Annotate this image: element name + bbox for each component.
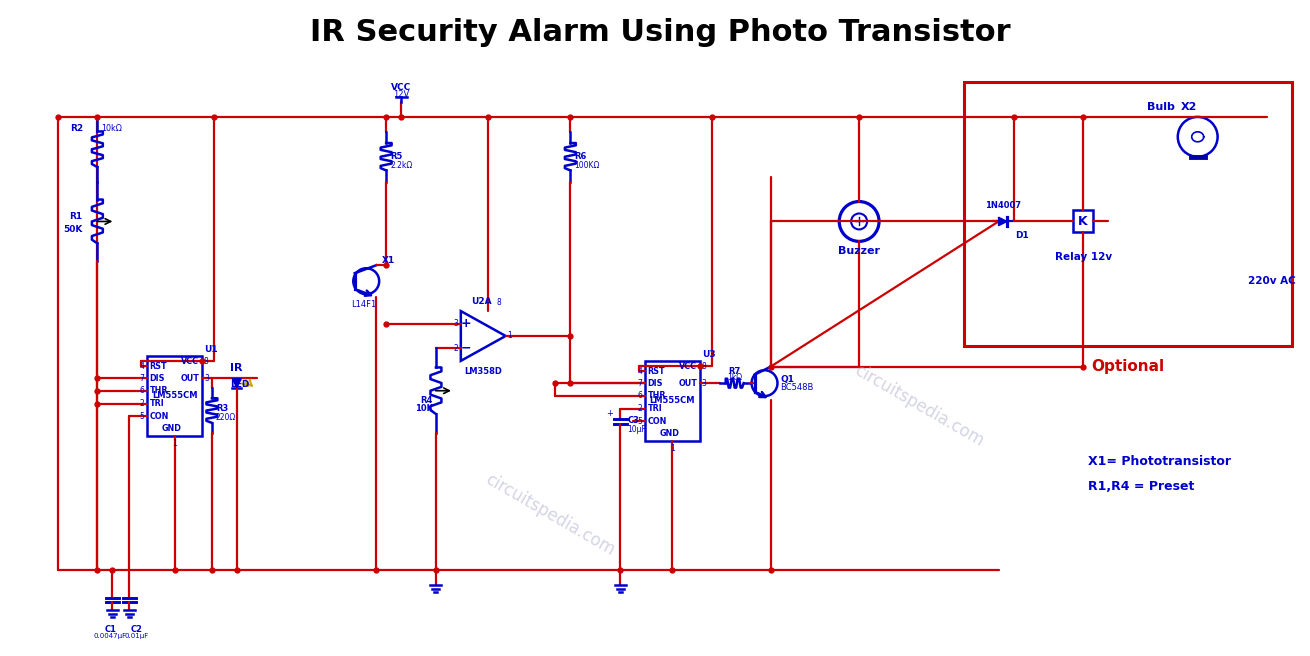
Text: circuitspedia.com: circuitspedia.com	[482, 471, 618, 560]
Text: 5: 5	[140, 412, 144, 421]
Text: 6: 6	[140, 386, 144, 396]
Text: THR: THR	[647, 392, 665, 400]
Text: THR: THR	[149, 386, 168, 396]
Text: RST: RST	[647, 367, 665, 376]
Text: RST: RST	[149, 361, 168, 371]
Text: U2A: U2A	[470, 297, 491, 306]
Text: TRI: TRI	[647, 404, 663, 413]
Text: +: +	[605, 409, 613, 418]
Text: R7: R7	[728, 367, 740, 376]
Text: VCC: VCC	[680, 362, 697, 371]
Text: +: +	[461, 317, 472, 330]
Text: 3: 3	[453, 319, 457, 328]
Text: 7: 7	[638, 379, 642, 388]
Text: circuitspedia.com: circuitspedia.com	[852, 361, 986, 450]
Text: 3: 3	[204, 374, 208, 382]
Text: 100KΩ: 100KΩ	[574, 161, 600, 170]
Text: 8: 8	[496, 298, 502, 307]
Text: −: −	[461, 342, 472, 355]
Text: VCC: VCC	[390, 83, 411, 92]
Text: CON: CON	[149, 412, 169, 421]
Text: 12V: 12V	[393, 90, 409, 99]
Text: 2.2kΩ: 2.2kΩ	[390, 161, 413, 170]
Text: GND: GND	[659, 428, 680, 438]
Text: C2: C2	[130, 625, 143, 634]
Text: 2: 2	[638, 404, 642, 413]
Text: 8: 8	[204, 357, 208, 366]
Text: U1: U1	[204, 345, 217, 354]
Text: L14F1: L14F1	[351, 300, 376, 309]
Text: 1kΩ: 1kΩ	[727, 373, 743, 382]
Text: 5: 5	[638, 417, 642, 426]
Text: 50K: 50K	[63, 225, 83, 234]
Text: LM555CM: LM555CM	[650, 396, 696, 405]
Text: R4: R4	[421, 396, 432, 405]
Text: R1: R1	[69, 212, 83, 221]
Text: K: K	[1078, 215, 1089, 228]
Text: DIS: DIS	[149, 374, 165, 382]
Text: BC548B: BC548B	[781, 382, 814, 392]
Text: X1: X1	[383, 256, 396, 265]
Text: 1: 1	[172, 438, 177, 447]
Bar	[964, 82, 1292, 346]
Text: LED: LED	[229, 380, 249, 389]
Text: 10kΩ: 10kΩ	[101, 125, 122, 133]
Text: Relay 12v: Relay 12v	[1055, 253, 1112, 262]
Text: LM555CM: LM555CM	[152, 391, 198, 400]
Text: R6: R6	[574, 152, 587, 161]
Text: OUT: OUT	[679, 379, 697, 388]
Text: VCC: VCC	[182, 357, 199, 366]
Text: 0.0047μF: 0.0047μF	[94, 632, 127, 639]
Text: 3: 3	[702, 379, 706, 388]
Text: TRI: TRI	[149, 400, 164, 408]
Text: 7: 7	[140, 374, 144, 382]
Text: 2: 2	[453, 344, 457, 353]
Text: Optional: Optional	[1091, 359, 1165, 374]
Text: 1: 1	[669, 443, 675, 453]
Text: 4: 4	[638, 367, 642, 376]
Text: C3: C3	[627, 416, 639, 425]
Text: X2: X2	[1180, 102, 1197, 112]
Text: Buzzer: Buzzer	[838, 247, 880, 256]
Text: CON: CON	[647, 417, 667, 426]
Text: DIS: DIS	[647, 379, 663, 388]
Text: OUT: OUT	[181, 374, 199, 382]
Polygon shape	[232, 379, 241, 388]
Text: LM358D: LM358D	[464, 367, 502, 376]
Text: 10μF: 10μF	[627, 425, 647, 434]
Text: Q1: Q1	[781, 375, 794, 384]
Text: 1N4007: 1N4007	[985, 201, 1020, 211]
Text: C1: C1	[105, 625, 117, 634]
Text: R2: R2	[71, 125, 84, 133]
Text: 220Ω: 220Ω	[216, 413, 236, 422]
Text: 8: 8	[702, 362, 706, 371]
Text: D1: D1	[1015, 232, 1028, 240]
Text: 10K: 10K	[415, 403, 432, 413]
Text: X1= Phototransistor: X1= Phototransistor	[1089, 455, 1231, 468]
Text: IR: IR	[229, 363, 242, 373]
Text: R3: R3	[216, 403, 228, 413]
Text: R1,R4 = Preset: R1,R4 = Preset	[1089, 480, 1195, 493]
Text: 1: 1	[508, 331, 512, 340]
Bar	[645, 361, 700, 441]
Text: IR Security Alarm Using Photo Transistor: IR Security Alarm Using Photo Transistor	[309, 18, 1010, 47]
Text: Bulb: Bulb	[1148, 102, 1175, 112]
Text: 6: 6	[638, 392, 642, 400]
Polygon shape	[998, 217, 1007, 226]
Bar	[1073, 211, 1093, 232]
Text: 4: 4	[140, 361, 144, 371]
Text: R5: R5	[390, 152, 402, 161]
Text: GND: GND	[161, 424, 182, 432]
Text: 2: 2	[140, 400, 144, 408]
Text: 0.01μF: 0.01μF	[124, 632, 148, 639]
Text: 220v AC: 220v AC	[1248, 276, 1297, 286]
Text: U3: U3	[702, 350, 715, 359]
Bar	[147, 356, 202, 436]
